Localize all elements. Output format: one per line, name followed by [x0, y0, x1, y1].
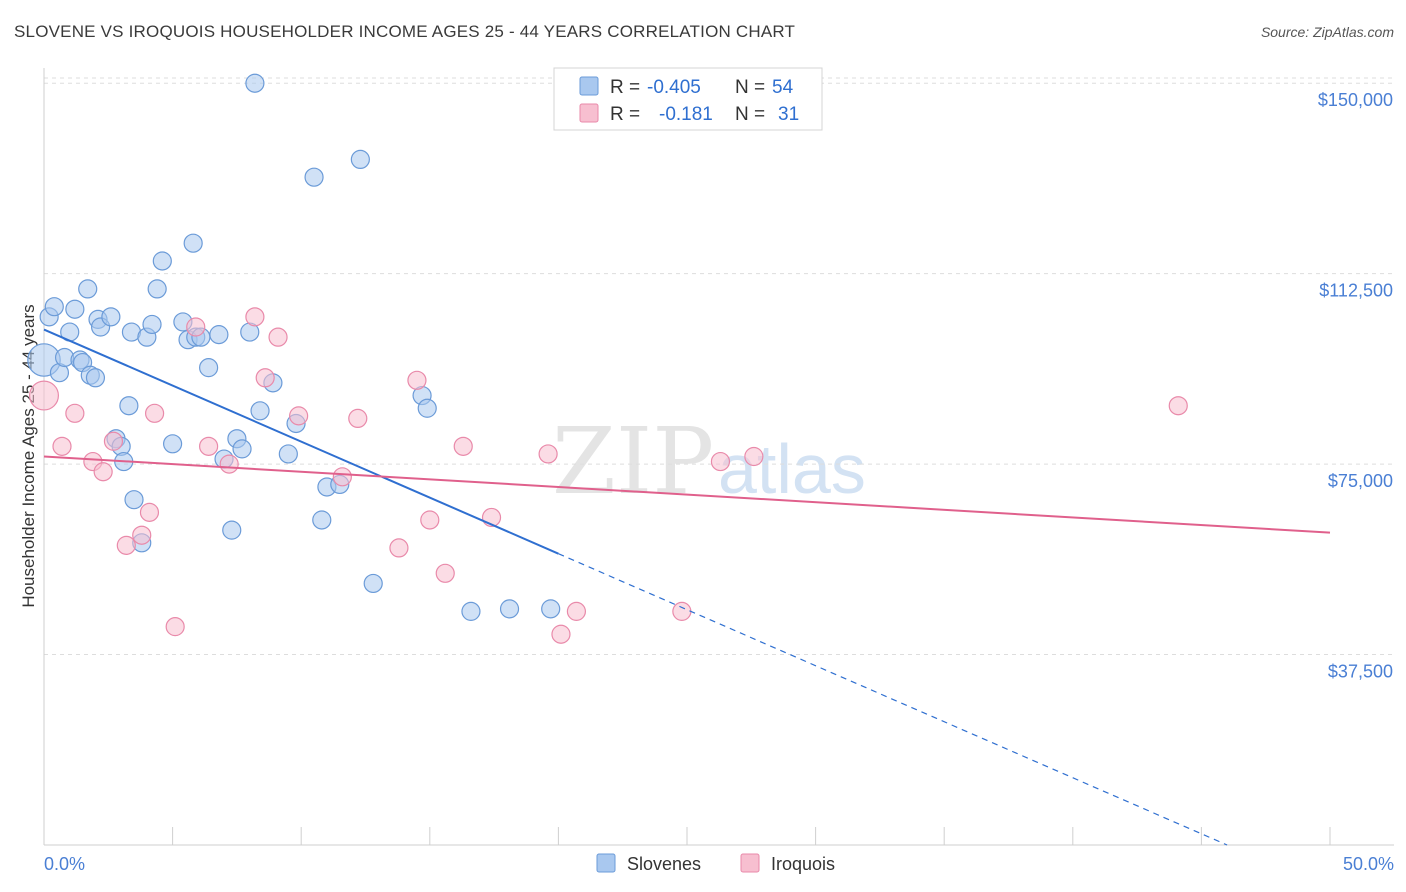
iroquois-point — [710, 451, 731, 472]
legend-swatch-iroquois — [579, 103, 599, 123]
y-axis-title: Householder Income Ages 25 - 44 years — [19, 304, 38, 607]
y-tick-label: $37,500 — [1328, 662, 1393, 682]
slovenes-trend-line — [43, 328, 559, 555]
legend-n-value-iroquois: 31 — [778, 104, 799, 125]
y-tick-label: $75,000 — [1328, 471, 1393, 491]
iroquois-point — [255, 368, 275, 388]
bottom-legend-label-iroquois: Iroquois — [771, 854, 835, 874]
x-tick-label-min: 0.0% — [44, 854, 85, 874]
data-points — [27, 73, 1188, 644]
iroquois-point — [103, 431, 124, 451]
iroquois-point — [566, 601, 587, 621]
slovenes-point — [499, 599, 520, 619]
iroquois-point — [65, 403, 85, 423]
x-tick-label-max: 50.0% — [1343, 854, 1394, 874]
iroquois-point — [332, 467, 352, 487]
watermark: ZIP atlas — [552, 408, 866, 515]
slovenes-trend-extension — [558, 553, 1228, 846]
slovenes-point — [199, 358, 219, 378]
y-tick-label: $112,500 — [1319, 281, 1393, 301]
slovenes-point — [183, 233, 203, 253]
iroquois-point — [289, 406, 309, 426]
iroquois-point — [268, 327, 288, 347]
iroquois-point — [389, 538, 409, 558]
slovenes-point — [461, 601, 481, 621]
iroquois-point — [407, 370, 427, 390]
series-legend: Slovenes Iroquois — [596, 853, 835, 874]
chart-title: SLOVENE VS IROQUOIS HOUSEHOLDER INCOME A… — [14, 22, 796, 41]
iroquois-point — [165, 617, 185, 637]
correlation-legend: R = -0.405 N = 54 R = -0.181 N = 31 — [553, 67, 823, 131]
slovenes-point — [101, 307, 121, 327]
legend-n-label-slovenes: N = — [735, 77, 765, 98]
iroquois-point — [245, 307, 265, 327]
iroquois-point — [453, 436, 473, 456]
slovenes-point — [304, 167, 324, 187]
iroquois-point — [116, 535, 136, 555]
x-ticks — [172, 827, 1331, 845]
legend-r-value-iroquois: -0.181 — [659, 104, 713, 125]
iroquois-point — [538, 444, 558, 464]
source-credit: Source: ZipAtlas.com — [1260, 24, 1394, 40]
iroquois-point — [435, 563, 455, 583]
iroquois-point — [186, 317, 206, 337]
slovenes-point — [147, 279, 167, 299]
slovenes-point — [119, 396, 139, 416]
iroquois-point — [348, 408, 368, 429]
iroquois-point — [199, 436, 219, 456]
y-tick-label: $150,000 — [1318, 90, 1393, 110]
iroquois-point — [672, 601, 692, 621]
slovenes-point — [152, 251, 172, 271]
iroquois-point — [144, 403, 165, 423]
legend-box — [553, 67, 823, 131]
slovenes-point — [232, 439, 252, 459]
bottom-legend-swatch-iroquois — [740, 853, 760, 873]
legend-r-label-iroquois: R = — [610, 104, 640, 125]
legend-r-value-slovenes: -0.405 — [647, 77, 701, 98]
iroquois-point — [1168, 396, 1188, 416]
legend-swatch-slovenes — [579, 76, 599, 96]
iroquois-point — [219, 454, 239, 474]
slovenes-point — [44, 297, 64, 317]
iroquois-trend-line — [43, 455, 1331, 534]
legend-n-value-slovenes: 54 — [772, 77, 794, 98]
watermark-zip: ZIP — [552, 408, 714, 515]
legend-r-label-slovenes: R = — [610, 77, 640, 98]
iroquois-point — [551, 624, 571, 644]
iroquois-point — [93, 462, 113, 482]
iroquois-point — [139, 502, 160, 522]
gridlines — [44, 77, 1394, 656]
iroquois-point — [420, 510, 440, 530]
slovenes-point — [245, 73, 265, 93]
watermark-atlas: atlas — [718, 430, 866, 508]
slovenes-point — [417, 398, 437, 418]
slovenes-point — [363, 573, 383, 594]
slovenes-point — [85, 368, 106, 388]
slovenes-point — [250, 401, 270, 421]
slovenes-point — [209, 325, 229, 345]
slovenes-point — [541, 599, 561, 619]
iroquois-point — [132, 525, 152, 545]
slovenes-point — [142, 314, 162, 335]
legend-n-label-iroquois: N = — [735, 104, 765, 125]
iroquois-point — [29, 380, 59, 411]
y-tick-labels: $37,500 $75,000 $112,500 $150,000 — [1318, 90, 1393, 681]
bottom-legend-swatch-slovenes — [596, 853, 616, 873]
slovenes-point — [278, 444, 298, 464]
trend-lines — [43, 328, 1331, 846]
bottom-legend-label-slovenes: Slovenes — [627, 854, 701, 874]
slovenes-point — [222, 520, 242, 540]
slovenes-point — [163, 434, 183, 454]
slovenes-point — [124, 490, 144, 510]
iroquois-point — [744, 446, 764, 467]
iroquois-point — [52, 436, 72, 456]
slovenes-point — [312, 510, 332, 530]
slovenes-point — [350, 149, 370, 170]
slovenes-point — [78, 279, 98, 299]
slovenes-point — [65, 299, 85, 319]
